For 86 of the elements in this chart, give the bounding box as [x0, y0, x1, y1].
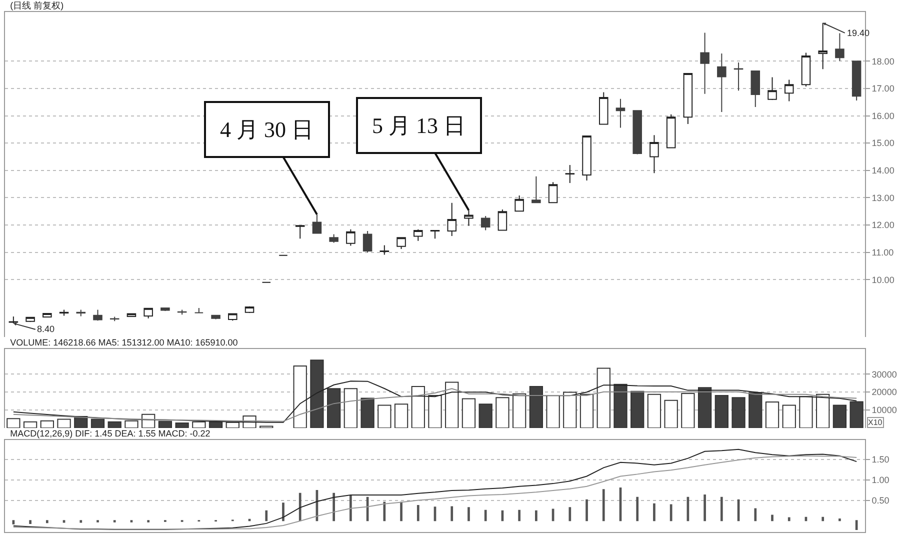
y-tick-label: 1.00 [872, 475, 890, 486]
candlestick [750, 70, 760, 108]
line-series [12, 388, 858, 422]
y-tick-label: 13.00 [872, 192, 894, 203]
candlestick [346, 228, 356, 246]
candlestick [632, 110, 642, 155]
candlestick [480, 216, 490, 231]
candlestick [784, 79, 794, 102]
bar [208, 421, 223, 428]
candlestick [447, 202, 456, 236]
candlestick [76, 309, 86, 317]
candlestick [599, 92, 608, 125]
y-tick-label: 15.00 [872, 138, 894, 148]
candlestick [430, 229, 440, 240]
candlestick [244, 306, 254, 314]
bar [832, 404, 847, 428]
candlestick [852, 60, 862, 101]
candlestick [110, 316, 120, 322]
candlestick [835, 32, 844, 62]
y-tick-label: 20000 [872, 387, 897, 398]
bar [175, 422, 189, 428]
candlestick [464, 210, 474, 226]
candlestick [514, 195, 524, 212]
candlestick [194, 308, 204, 314]
bar [698, 387, 712, 428]
candlestick [329, 234, 338, 244]
bar [630, 390, 644, 428]
annotation: 4 月 30 日 [220, 117, 314, 142]
candlestick [362, 230, 372, 253]
annotation: 8.40 [37, 324, 55, 334]
candlestick [211, 314, 220, 320]
candlestick [396, 236, 406, 250]
candlestick [548, 182, 558, 204]
candlestick [582, 135, 592, 182]
candlestick [380, 244, 390, 256]
candlestick [650, 134, 659, 174]
y-tick-label: 0.50 [872, 495, 890, 506]
candlestick [801, 52, 811, 88]
bar [714, 395, 728, 428]
candlestick [565, 164, 575, 184]
y-tick-label: 12.00 [872, 220, 894, 230]
y-tick-label: 14.00 [872, 166, 894, 176]
bar [850, 401, 864, 428]
bar [732, 397, 746, 428]
chart-title: VOLUME: 146218.66 MA5: 151312.00 MA10: 165910.00 [10, 337, 238, 348]
bar [158, 420, 172, 428]
candlestick [734, 62, 744, 92]
annotation: 19.40 [847, 28, 870, 38]
candlestick [683, 72, 693, 124]
y-tick-label: 17.00 [872, 84, 894, 94]
y-tick-label: 1.50 [872, 454, 890, 465]
candlestick [414, 228, 423, 242]
candlestick [700, 32, 710, 94]
y-tick-label: 18.00 [872, 56, 894, 66]
bar [90, 418, 105, 428]
candlestick [42, 312, 52, 318]
candlestick [228, 313, 238, 322]
candlestick [295, 225, 305, 240]
candlestick [144, 308, 153, 319]
chart-title: MACD(12,26,9) DIF: 1.45 DEA: 1.55 MACD: -0.22 [10, 428, 210, 438]
candlestick [532, 176, 541, 204]
annotation: 5 月 13 日 [372, 113, 466, 138]
bar [478, 404, 492, 428]
y-tick-label: 10.00 [872, 274, 894, 285]
bar [108, 421, 122, 428]
candlestick [498, 208, 508, 231]
text: X10 [868, 418, 883, 427]
candlestick [768, 76, 777, 100]
bar [614, 384, 628, 428]
candlestick [312, 214, 322, 234]
y-tick-label: 16.00 [872, 110, 894, 121]
candlestick [93, 309, 102, 322]
bar [529, 386, 543, 428]
candlestick [26, 316, 35, 322]
y-tick-label: 10000 [872, 405, 897, 416]
y-tick-label: 11.00 [872, 247, 894, 258]
chart-title: (日线 前复权) [10, 0, 64, 10]
candlestick [8, 316, 18, 324]
bar [360, 398, 374, 428]
candlestick [717, 53, 726, 112]
candlestick [666, 114, 676, 148]
bar [327, 388, 341, 428]
bar [748, 392, 762, 428]
bar [310, 360, 324, 428]
y-tick-label: 30000 [872, 369, 897, 380]
candlestick [616, 98, 626, 128]
